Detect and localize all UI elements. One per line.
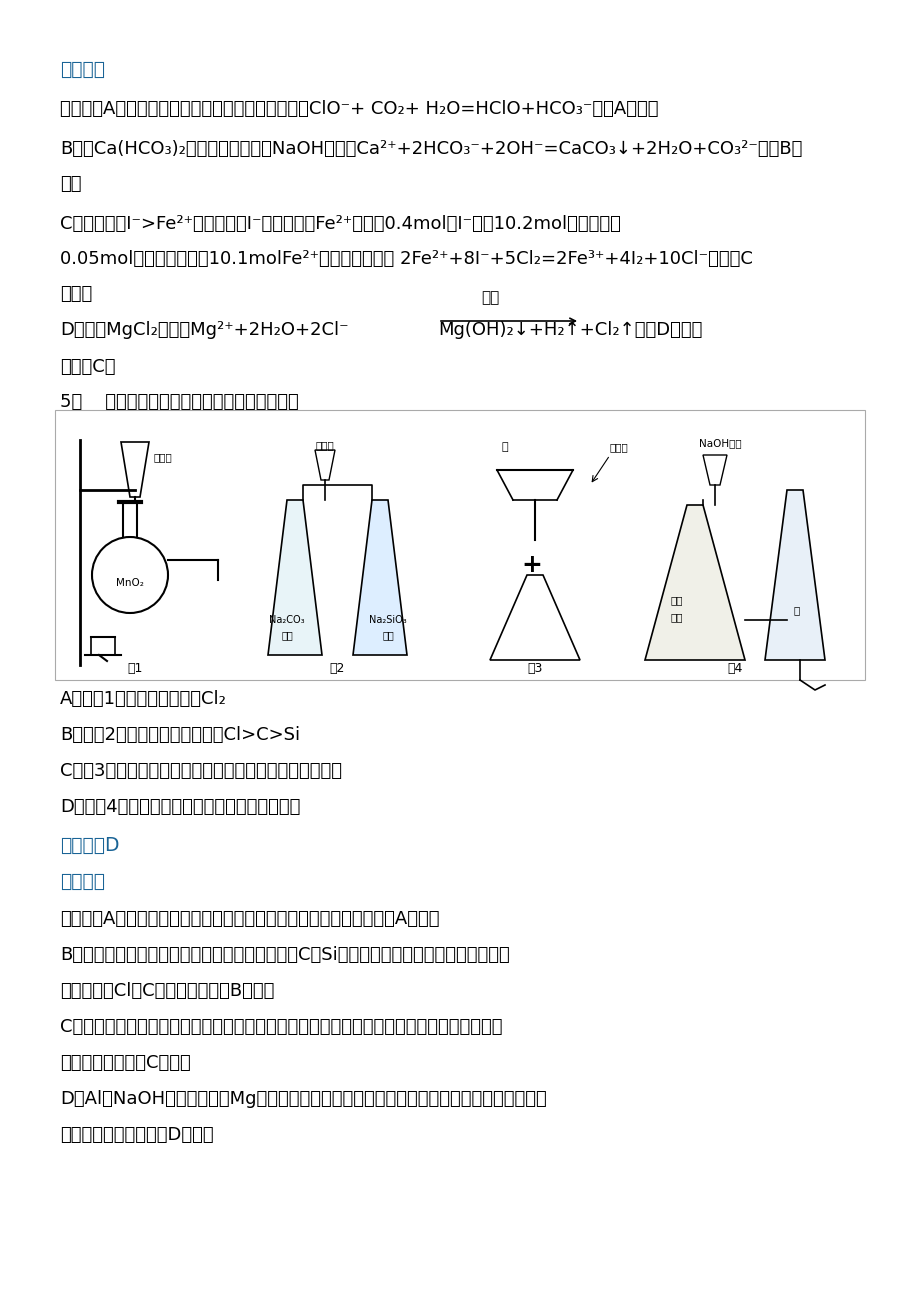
Text: D．电解MgCl₂溶液：Mg²⁺+2H₂O+2Cl⁻: D．电解MgCl₂溶液：Mg²⁺+2H₂O+2Cl⁻ bbox=[60, 322, 348, 339]
Text: 稀盐酸: 稀盐酸 bbox=[315, 440, 334, 450]
Text: 《解析》: 《解析》 bbox=[60, 60, 105, 79]
Text: Na₂SiO₃: Na₂SiO₃ bbox=[369, 615, 406, 625]
Text: 镁铝: 镁铝 bbox=[670, 595, 683, 605]
Text: 《解析》: 《解析》 bbox=[60, 872, 105, 891]
Text: B．用图2所示装置证明非金属性Cl>C>Si: B．用图2所示装置证明非金属性Cl>C>Si bbox=[60, 727, 300, 743]
Text: MnO₂: MnO₂ bbox=[116, 578, 143, 589]
Polygon shape bbox=[314, 450, 335, 480]
Text: 稀盐酸: 稀盐酸 bbox=[153, 452, 172, 462]
Polygon shape bbox=[765, 490, 824, 660]
Text: 固体: 固体 bbox=[281, 630, 292, 641]
Text: D．用图4所示装置测定镁铝合金中铝的质量分数: D．用图4所示装置测定镁铝合金中铝的质量分数 bbox=[60, 798, 300, 816]
Text: 《详解》A．次氯酸钔溶液与少量的二氧化碳反应：ClO⁻+ CO₂+ H₂O=HClO+HCO₃⁻，故A错误；: 《详解》A．次氯酸钔溶液与少量的二氧化碳反应：ClO⁻+ CO₂+ H₂O=HC… bbox=[60, 100, 658, 118]
Text: 图3: 图3 bbox=[527, 661, 542, 674]
Text: 误；: 误； bbox=[60, 174, 82, 193]
Text: C．橡胶管可平衡气压，打开分液漏斗的活塞液体能顺利流下，不能说明气密性，应利用液差: C．橡胶管可平衡气压，打开分液漏斗的活塞液体能顺利流下，不能说明气密性，应利用液… bbox=[60, 1018, 502, 1036]
Text: 橡皮管: 橡皮管 bbox=[609, 441, 628, 452]
Text: D．Al与NaOH溶液反应，而Mg不能；利用排水法测定氢气的体积，则图中装置可测定镁铝合: D．Al与NaOH溶液反应，而Mg不能；利用排水法测定氢气的体积，则图中装置可测… bbox=[60, 1090, 546, 1108]
Text: B．盐酸易挥发，盐酸与硅酸钔反应，则不能比较C、Si的非金属性，且不能利用盐酸、碳酸: B．盐酸易挥发，盐酸与硅酸钔反应，则不能比较C、Si的非金属性，且不能利用盐酸、… bbox=[60, 947, 509, 963]
Text: Na₂CO₃: Na₂CO₃ bbox=[269, 615, 304, 625]
Text: 图4: 图4 bbox=[727, 661, 742, 674]
Text: 图1: 图1 bbox=[127, 661, 142, 674]
Text: Mg(OH)₂↓+H₂↑+Cl₂↑，故D错误；: Mg(OH)₂↓+H₂↑+Cl₂↑，故D错误； bbox=[437, 322, 701, 339]
Text: C．还原性：I⁻>Fe²⁺，氯气先与I⁻反应，再与Fe²⁺反应，0.4mol的I⁻消耰10.2mol氯气，剩余: C．还原性：I⁻>Fe²⁺，氯气先与I⁻反应，再与Fe²⁺反应，0.4mol的I… bbox=[60, 215, 620, 233]
Text: 《详解》A．稀盐酸与二氧化锶不反应，则图中装置不能制备氯气，故A错误；: 《详解》A．稀盐酸与二氧化锶不反应，则图中装置不能制备氯气，故A错误； bbox=[60, 910, 439, 928]
Polygon shape bbox=[353, 500, 406, 655]
Polygon shape bbox=[121, 441, 149, 497]
Circle shape bbox=[92, 536, 168, 613]
Text: 图2: 图2 bbox=[329, 661, 345, 674]
Text: 溶液: 溶液 bbox=[381, 630, 393, 641]
Text: 法检验气密性，故C错误；: 法检验气密性，故C错误； bbox=[60, 1055, 190, 1072]
Text: NaOH溶液: NaOH溶液 bbox=[698, 437, 741, 448]
Bar bbox=[55, 410, 864, 680]
Text: 故选：C。: 故选：C。 bbox=[60, 358, 116, 376]
Text: 水: 水 bbox=[501, 441, 508, 452]
Text: B．向Ca(HCO₃)₂溶液中加入足量的NaOH溶液：Ca²⁺+2HCO₃⁻+2OH⁻=CaCO₃↓+2H₂O+CO₃²⁻，故B错: B．向Ca(HCO₃)₂溶液中加入足量的NaOH溶液：Ca²⁺+2HCO₃⁻+2… bbox=[60, 141, 801, 158]
Text: 水: 水 bbox=[793, 605, 800, 615]
Text: 金中铝的质量分数，故D正确；: 金中铝的质量分数，故D正确； bbox=[60, 1126, 213, 1144]
Polygon shape bbox=[644, 505, 744, 660]
Polygon shape bbox=[490, 575, 579, 660]
Text: 正确；: 正确； bbox=[60, 285, 92, 303]
Text: 5．    下列实验装置正确且能达到实验目的的是: 5． 下列实验装置正确且能达到实验目的的是 bbox=[60, 393, 299, 411]
Text: 《答案》D: 《答案》D bbox=[60, 836, 119, 855]
Polygon shape bbox=[267, 500, 322, 655]
Text: 电解: 电解 bbox=[481, 290, 499, 305]
Text: 0.05mol的氯气仅能消耰10.1molFe²⁺，离子方程式为 2Fe²⁺+8I⁻+5Cl₂=2Fe³⁺+4I₂+10Cl⁻，工业C: 0.05mol的氯气仅能消耰10.1molFe²⁺，离子方程式为 2Fe²⁺+8… bbox=[60, 250, 752, 268]
Text: C．图3所示装置中水不能持续流下，说明装置气密性良好: C．图3所示装置中水不能持续流下，说明装置气密性良好 bbox=[60, 762, 342, 780]
Text: 合金: 合金 bbox=[670, 612, 683, 622]
Text: A．用图1所示装置制取少量Cl₂: A．用图1所示装置制取少量Cl₂ bbox=[60, 690, 227, 708]
Text: +: + bbox=[521, 553, 542, 577]
Polygon shape bbox=[702, 454, 726, 486]
Bar bbox=[91, 637, 115, 655]
Text: 的酸性比较Cl、C的非金属性，故B错误；: 的酸性比较Cl、C的非金属性，故B错误； bbox=[60, 982, 274, 1000]
